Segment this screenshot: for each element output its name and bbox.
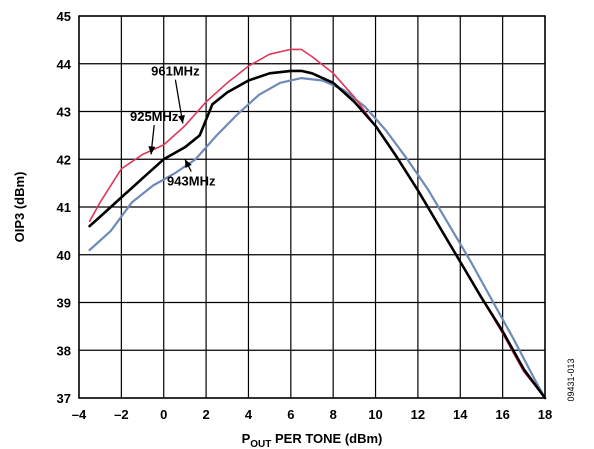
x-tick-label: 6 bbox=[287, 407, 294, 422]
x-tick-label: 16 bbox=[495, 407, 509, 422]
y-tick-label: 40 bbox=[57, 248, 71, 263]
plot-frame bbox=[78, 15, 546, 399]
x-tick-label: –2 bbox=[114, 407, 128, 422]
y-tick-label: 43 bbox=[57, 105, 71, 120]
series-line-925mhz bbox=[88, 69, 547, 400]
y-axis-title: OIP3 (dBm) bbox=[12, 172, 27, 243]
annotation-label: 943MHz bbox=[167, 174, 216, 189]
annotation-arrowhead bbox=[178, 114, 185, 124]
x-axis-title: POUT PER TONE (dBm) bbox=[242, 431, 383, 449]
y-tick-label: 42 bbox=[57, 152, 71, 167]
series-line-943mhz bbox=[88, 76, 547, 400]
y-tick-label: 44 bbox=[57, 57, 72, 72]
y-tick-label: 39 bbox=[57, 296, 71, 311]
y-tick-label: 37 bbox=[57, 391, 71, 406]
x-tick-label: 0 bbox=[160, 407, 167, 422]
x-tick-label: 4 bbox=[245, 407, 253, 422]
x-tick-label: 12 bbox=[411, 407, 425, 422]
y-tick-label: 38 bbox=[57, 343, 71, 358]
x-tick-label: –4 bbox=[72, 407, 87, 422]
annotation-arrowhead bbox=[148, 146, 156, 155]
annotation-arrowhead bbox=[184, 159, 192, 168]
y-tick-label: 41 bbox=[57, 200, 71, 215]
x-axis-title-sub: OUT bbox=[250, 439, 271, 449]
figure-id: 09431-013 bbox=[566, 358, 576, 401]
series-lines bbox=[88, 48, 547, 400]
annotation-label: 925MHz bbox=[130, 109, 179, 124]
x-tick-label: 2 bbox=[202, 407, 209, 422]
annotation-label: 961MHz bbox=[151, 64, 200, 79]
x-tick-label: 14 bbox=[453, 407, 468, 422]
annotations: 961MHz 925MHz 943MHz bbox=[130, 64, 216, 189]
y-tick-labels: 37 38 39 40 41 42 43 44 45 bbox=[57, 9, 72, 406]
x-axis-title-rest: PER TONE (dBm) bbox=[271, 431, 382, 446]
x-tick-label: 18 bbox=[538, 407, 552, 422]
x-tick-label: 10 bbox=[368, 407, 382, 422]
x-axis-title-main: P bbox=[242, 431, 251, 446]
x-tick-labels: –4 –2 0 2 4 6 8 10 12 14 16 18 bbox=[72, 407, 552, 422]
x-tick-label: 8 bbox=[330, 407, 337, 422]
y-tick-label: 45 bbox=[57, 9, 71, 24]
